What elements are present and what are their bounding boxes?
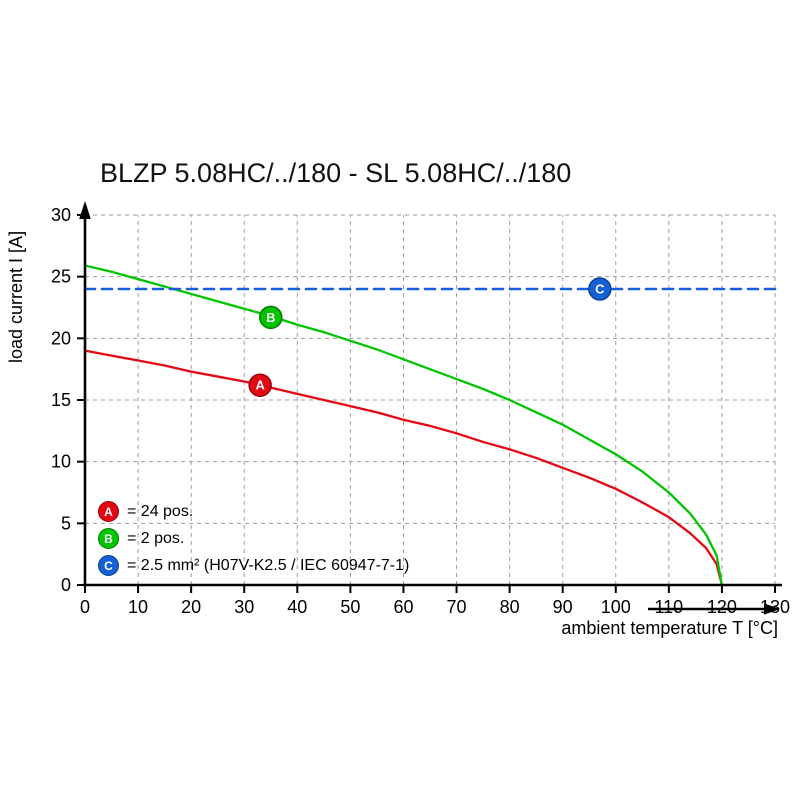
svg-text:120: 120 [707,597,737,617]
svg-text:C: C [595,282,605,297]
svg-text:10: 10 [51,452,71,472]
legend-item-c: C = 2.5 mm² (H07V-K2.5 / IEC 60947-7-1) [98,555,409,576]
legend-label-a: = 24 pos. [127,502,194,520]
chart-title: BLZP 5.08HC/../180 - SL 5.08HC/../180 [100,158,572,188]
x-axis-label: ambient temperature T [°C] [561,618,778,638]
svg-text:70: 70 [447,597,467,617]
svg-text:30: 30 [234,597,254,617]
svg-text:25: 25 [51,267,71,287]
svg-text:20: 20 [51,328,71,348]
svg-text:0: 0 [61,575,71,595]
svg-text:40: 40 [287,597,307,617]
svg-text:20: 20 [181,597,201,617]
legend-label-b: = 2 pos. [127,529,185,547]
svg-text:90: 90 [553,597,573,617]
svg-text:A: A [255,378,265,393]
svg-text:15: 15 [51,390,71,410]
svg-text:50: 50 [340,597,360,617]
series-a-marker-icon: A [98,501,119,522]
svg-text:0: 0 [80,597,90,617]
svg-text:10: 10 [128,597,148,617]
series-b-marker-icon: B [98,528,119,549]
svg-text:80: 80 [500,597,520,617]
svg-text:B: B [266,310,275,325]
svg-text:100: 100 [601,597,631,617]
svg-text:30: 30 [51,205,71,225]
legend: A = 24 pos. B = 2 pos. C = 2.5 mm² (H07V… [98,501,409,582]
legend-item-a: A = 24 pos. [98,501,409,522]
svg-text:110: 110 [654,597,683,617]
svg-text:60: 60 [393,597,413,617]
legend-label-c: = 2.5 mm² (H07V-K2.5 / IEC 60947-7-1) [127,556,410,574]
legend-item-b: B = 2 pos. [98,528,409,549]
svg-text:5: 5 [61,513,71,533]
series-c-marker-icon: C [98,555,119,576]
